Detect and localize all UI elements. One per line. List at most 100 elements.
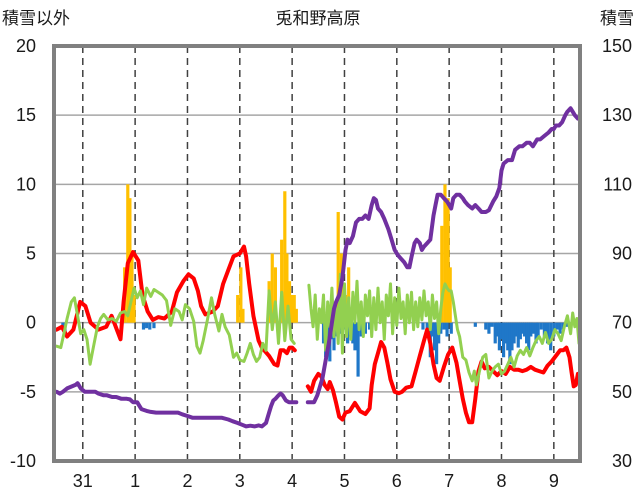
bar-snowfall <box>448 267 452 323</box>
bar-precipitation <box>527 322 531 351</box>
right-axis-label: 積雪 <box>600 9 634 29</box>
bar-precipitation <box>493 322 497 344</box>
wind-line <box>307 272 581 387</box>
bar-precipitation <box>525 322 529 344</box>
x-tick-label: 8 <box>496 471 506 491</box>
x-tick-label: 9 <box>549 471 559 491</box>
bar-precipitation <box>520 322 525 334</box>
bar-snowfall <box>283 191 287 323</box>
x-tick-label: 2 <box>182 471 192 491</box>
bar-precipitation <box>442 322 446 330</box>
x-tick-label: 6 <box>392 471 402 491</box>
bar-snowfall <box>270 253 274 323</box>
left-tick-label: 5 <box>26 244 36 264</box>
bar-snowfall <box>287 281 292 323</box>
right-tick-label: 30 <box>612 451 632 471</box>
bar-precipitation <box>514 322 518 337</box>
bar-precipitation <box>497 322 501 351</box>
temperature-line <box>54 244 297 368</box>
bar-precipitation <box>504 322 508 344</box>
bar-precipitation <box>356 322 360 377</box>
bar-precipitation <box>445 322 449 337</box>
bar-precipitation <box>558 322 562 334</box>
bar-snowfall <box>440 225 444 323</box>
x-tick-label: 4 <box>287 471 297 491</box>
bar-precipitation <box>353 322 357 351</box>
bar-precipitation <box>555 322 559 330</box>
bar-snowfall <box>241 308 245 323</box>
bar-precipitation <box>473 322 477 327</box>
bar-precipitation <box>351 322 355 344</box>
left-tick-label: -10 <box>10 451 36 471</box>
bar-precipitation <box>549 322 553 351</box>
lines-layer <box>54 106 581 429</box>
bar-snowfall <box>446 198 450 323</box>
left-tick-label: -5 <box>20 382 36 402</box>
plot-frame <box>52 44 582 463</box>
bar-precipitation <box>148 322 152 330</box>
wind-line <box>55 286 296 366</box>
left-tick-label: 0 <box>26 313 36 333</box>
bar-snowfall <box>280 239 284 323</box>
x-tick-label: 1 <box>130 471 140 491</box>
bar-snowfall <box>285 253 289 323</box>
bar-precipitation <box>421 322 425 330</box>
bar-precipitation <box>141 322 146 330</box>
bar-precipitation <box>536 322 540 337</box>
bar-precipitation <box>439 322 443 334</box>
bar-precipitation <box>484 322 488 330</box>
chart-title: 兎和野高原 <box>276 9 361 29</box>
bar-precipitation <box>152 322 156 329</box>
bar-snowfall <box>236 295 240 323</box>
bar-precipitation <box>539 322 543 330</box>
bar-precipitation <box>434 322 439 365</box>
right-tick-label: 50 <box>612 382 632 402</box>
bar-snowfall <box>132 295 136 323</box>
right-tick-label: 150 <box>602 36 632 56</box>
x-tick-label: 31 <box>73 471 93 491</box>
bar-precipitation <box>545 322 550 344</box>
right-tick-label: 90 <box>612 244 632 264</box>
bar-precipitation <box>531 322 535 334</box>
left-tick-label: 10 <box>16 174 36 194</box>
bar-precipitation <box>363 322 368 334</box>
bar-snowfall <box>292 295 296 323</box>
bar-precipitation <box>518 322 522 340</box>
bar-precipitation <box>368 322 372 330</box>
bar-precipitation <box>432 322 437 351</box>
left-axis-label: 積雪以外 <box>2 9 70 29</box>
bar-precipitation <box>516 322 520 348</box>
bar-snowfall <box>130 253 134 323</box>
x-tick-label: 3 <box>235 471 245 491</box>
bar-snowfall <box>290 295 294 323</box>
bar-precipitation <box>508 322 512 365</box>
bar-precipitation <box>449 322 453 334</box>
bar-snowfall <box>294 308 298 323</box>
bar-precipitation <box>522 322 527 337</box>
bar-precipitation <box>430 322 435 337</box>
bar-precipitation <box>487 322 491 334</box>
bar-precipitation <box>490 322 494 327</box>
right-tick-label: 110 <box>603 174 632 194</box>
bar-precipitation <box>510 322 514 351</box>
bar-snowfall <box>347 267 351 323</box>
snow-depth-line <box>305 106 581 405</box>
left-tick-label: 15 <box>16 105 36 125</box>
temperature-line <box>305 327 580 425</box>
right-tick-label: 130 <box>602 105 632 125</box>
bar-precipitation <box>542 322 547 337</box>
left-tick-label: 20 <box>16 36 36 56</box>
bar-snowfall <box>443 184 447 323</box>
x-tick-label: 5 <box>339 471 349 491</box>
bar-snowfall <box>273 267 277 323</box>
bar-precipitation <box>145 322 149 329</box>
bar-snowfall <box>239 267 243 323</box>
bar-precipitation <box>495 322 499 337</box>
bars-layer <box>61 184 568 377</box>
bar-precipitation <box>506 322 510 351</box>
bar-precipitation <box>501 322 506 358</box>
snow-depth-line <box>54 381 299 429</box>
